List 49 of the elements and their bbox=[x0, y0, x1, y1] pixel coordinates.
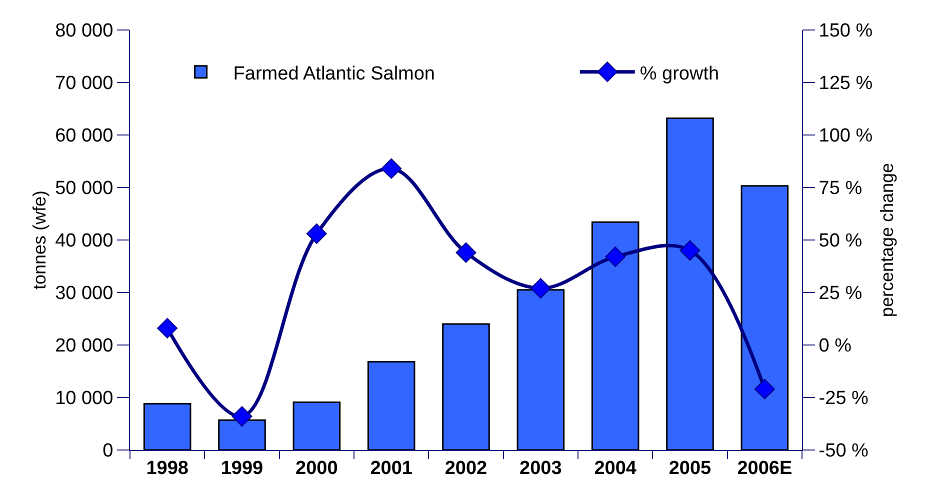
x-tick-label: 1998 bbox=[146, 458, 188, 479]
point bbox=[157, 318, 178, 338]
x-tick-label: 2002 bbox=[444, 458, 488, 479]
legend-label: % growth bbox=[640, 63, 720, 84]
x-tick-label: 2003 bbox=[520, 458, 562, 479]
y-tick-label: 0 bbox=[102, 440, 114, 462]
x-tick-label: 2006E bbox=[737, 458, 792, 479]
y2-tick-label: 25 % bbox=[818, 283, 862, 304]
y2-tick-label: 50 % bbox=[818, 230, 862, 252]
bar bbox=[442, 323, 490, 450]
y-tick-label: 50 000 bbox=[55, 178, 114, 200]
y-tick-label: 70 000 bbox=[55, 73, 114, 94]
bar bbox=[666, 117, 714, 450]
y-tick-label: 60 000 bbox=[55, 126, 114, 147]
y2-tick-label: 100 % bbox=[818, 126, 873, 147]
y-tick-label: 30 000 bbox=[55, 283, 114, 304]
bar bbox=[218, 419, 266, 450]
y-tick-label: 20 000 bbox=[55, 336, 114, 357]
y2-tick-label: 150 % bbox=[818, 20, 873, 42]
y-axis-title: tonnes (wfe) bbox=[29, 190, 50, 290]
point bbox=[456, 242, 476, 263]
y2-tick-label: 0 % bbox=[818, 336, 852, 357]
point bbox=[232, 406, 252, 427]
y2-tick-label: 125 % bbox=[818, 73, 873, 94]
y-tick-label: 80 000 bbox=[55, 20, 114, 42]
y2-axis-title: percentage change bbox=[876, 162, 897, 318]
y2-tick-label: -50 % bbox=[818, 440, 869, 462]
bar bbox=[740, 185, 789, 450]
y2-tick-label: 75 % bbox=[818, 178, 862, 200]
x-tick-label: 2000 bbox=[296, 458, 338, 479]
x-tick-label: 1999 bbox=[220, 458, 264, 479]
point bbox=[306, 223, 327, 244]
bar bbox=[516, 289, 565, 450]
bar bbox=[591, 221, 640, 450]
point bbox=[605, 246, 626, 268]
y2-tick-label: -25 % bbox=[818, 388, 869, 410]
bar bbox=[143, 403, 192, 450]
point bbox=[754, 378, 775, 400]
y-tick-label: 40 000 bbox=[55, 230, 114, 252]
x-tick-label: 2001 bbox=[370, 458, 413, 479]
legend-label: Farmed Atlantic Salmon bbox=[233, 63, 436, 84]
y-tick-label: 10 000 bbox=[55, 388, 114, 410]
x-tick-label: 2004 bbox=[594, 458, 637, 479]
bar bbox=[292, 401, 341, 450]
point bbox=[381, 158, 402, 179]
bar bbox=[367, 361, 416, 450]
point bbox=[530, 278, 551, 299]
x-tick-label: 2005 bbox=[668, 458, 712, 479]
point bbox=[680, 240, 700, 261]
